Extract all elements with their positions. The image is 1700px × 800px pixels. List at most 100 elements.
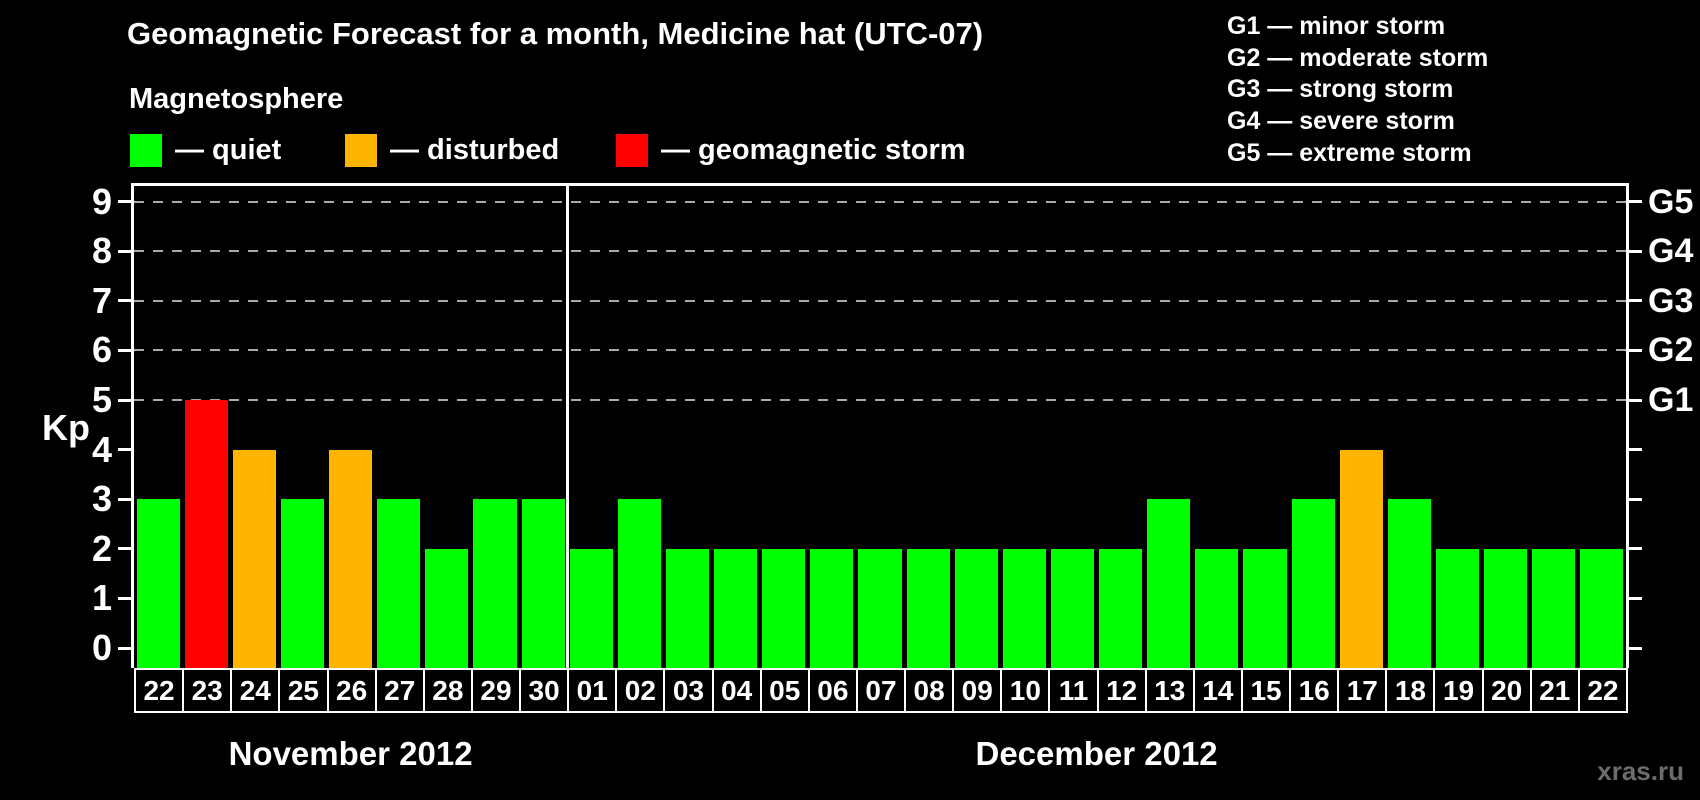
day-label-box: 12: [1096, 668, 1147, 713]
day-label: 03: [672, 675, 705, 706]
day-label-box: 01: [567, 668, 618, 713]
day-label: 22: [143, 675, 175, 706]
day-label: 13: [1154, 675, 1186, 706]
storm-swatch-icon: [616, 134, 648, 167]
y-axis-tick-left-1: [118, 596, 134, 600]
magnetosphere-heading: Magnetosphere: [129, 83, 344, 115]
kp-bar-december-12: [1099, 548, 1143, 668]
day-label: 07: [865, 675, 897, 706]
y-axis-tick-left-4: [118, 448, 134, 452]
day-label-box: 20: [1481, 668, 1532, 713]
day-label-box: 17: [1337, 668, 1388, 713]
kp-bar-november-28: [425, 548, 469, 668]
kp-bar-november-27: [377, 499, 421, 668]
y-axis-tick-left-9: [118, 200, 134, 204]
kp-bar-november-30: [521, 499, 565, 668]
day-label-box: 05: [759, 668, 810, 713]
y-axis-tick-label-8: 8: [91, 230, 112, 272]
y-axis-tick-right-2: [1626, 547, 1642, 551]
day-label-box: 29: [470, 668, 522, 713]
y-axis-tick-right-6: [1626, 348, 1642, 352]
day-label: 16: [1298, 675, 1330, 706]
day-label: 02: [624, 675, 656, 706]
gridline-kp5: [134, 399, 1626, 401]
kp-bar-december-18: [1387, 499, 1431, 668]
right-axis-label-g5: G5: [1648, 182, 1694, 221]
kp-bar-november-22: [136, 499, 180, 668]
kp-bar-december-14: [1195, 548, 1239, 668]
day-label: 24: [239, 675, 271, 706]
g-scale-legend-line: G4 — severe storm: [1227, 107, 1455, 136]
kp-bar-december-01: [569, 548, 613, 668]
y-axis-tick-right-3: [1626, 497, 1642, 501]
plot-border-left: [131, 183, 134, 668]
day-label-box: 15: [1240, 668, 1292, 713]
day-label-box: 28: [422, 668, 473, 713]
g-scale-legend: G1 — minor storm G2 — moderate storm G3 — …: [1227, 11, 1488, 170]
day-label: 14: [1202, 675, 1234, 706]
chart-title: Geomagnetic Forecast for a month, Medici…: [127, 16, 984, 51]
y-axis-tick-label-0: 0: [91, 627, 112, 668]
kp-bar-december-02: [617, 499, 661, 668]
day-label: 04: [721, 675, 753, 706]
month-divider-line: [565, 183, 569, 668]
kp-bar-december-04: [714, 548, 758, 668]
y-axis-tick-label-4: 4: [91, 428, 112, 470]
plot-border-top: [131, 183, 1629, 186]
g-scale-legend-line: G3 — strong storm: [1227, 75, 1454, 104]
kp-bar-december-22: [1580, 548, 1624, 668]
day-label-box: 08: [904, 668, 955, 713]
y-axis-tick-right-8: [1626, 249, 1642, 253]
day-label-box: 22: [134, 668, 185, 713]
kp-bar-december-19: [1435, 548, 1480, 668]
legend-label: — disturbed: [390, 134, 560, 166]
day-label-box: 23: [182, 668, 233, 713]
day-label: 01: [576, 675, 608, 706]
day-label-box: 11: [1048, 668, 1099, 713]
day-label: 09: [961, 675, 993, 706]
day-label-box: 24: [230, 668, 281, 713]
y-axis-title: Kp: [42, 407, 90, 448]
y-axis-tick-left-7: [118, 299, 134, 303]
day-label-box: 02: [615, 668, 666, 713]
y-axis-tick-right-1: [1626, 596, 1642, 600]
day-label-box: 06: [807, 668, 858, 713]
g-scale-legend-line: G1 — minor storm: [1227, 12, 1446, 40]
y-axis-tick-left-0: [118, 646, 134, 650]
day-label: 12: [1106, 675, 1138, 706]
day-label-box: 07: [855, 668, 907, 713]
day-label-box: 10: [1000, 668, 1051, 713]
legend-label: — quiet: [175, 134, 282, 166]
kp-bar-november-29: [473, 499, 517, 668]
y-axis-tick-right-0: [1626, 646, 1642, 650]
y-axis-tick-left-6: [118, 348, 134, 352]
quiet-swatch-icon: [130, 134, 162, 167]
kp-bar-december-06: [810, 548, 854, 668]
y-axis-tick-label-1: 1: [91, 577, 112, 619]
day-label: 11: [1058, 675, 1089, 706]
kp-bar-december-09: [954, 548, 998, 668]
day-label: 20: [1491, 675, 1523, 706]
day-label: 18: [1394, 675, 1426, 706]
gridline-kp9: [134, 200, 1626, 203]
day-label-box: 04: [711, 668, 762, 713]
kp-bar-december-03: [665, 548, 710, 668]
y-axis-tick-left-3: [118, 497, 134, 501]
y-axis-tick-label-5: 5: [91, 379, 112, 420]
day-label-box: 27: [374, 668, 425, 713]
day-label-box: 26: [326, 668, 377, 713]
y-axis-tick-left-8: [118, 249, 134, 253]
kp-bar-november-24: [232, 449, 276, 668]
y-axis-tick-left-2: [118, 547, 134, 551]
day-label-box: 30: [519, 668, 570, 713]
day-label: 15: [1250, 675, 1282, 706]
disturbed-swatch-icon: [345, 134, 377, 167]
y-axis-tick-left-5: [118, 398, 134, 402]
kp-bar-november-26: [329, 449, 373, 668]
y-axis-tick-right-4: [1626, 448, 1642, 452]
g-scale-legend-line: G2 — moderate storm: [1227, 43, 1489, 72]
kp-bar-december-08: [906, 548, 950, 668]
kp-bar-november-25: [280, 499, 324, 668]
day-label-box: 21: [1529, 668, 1580, 713]
